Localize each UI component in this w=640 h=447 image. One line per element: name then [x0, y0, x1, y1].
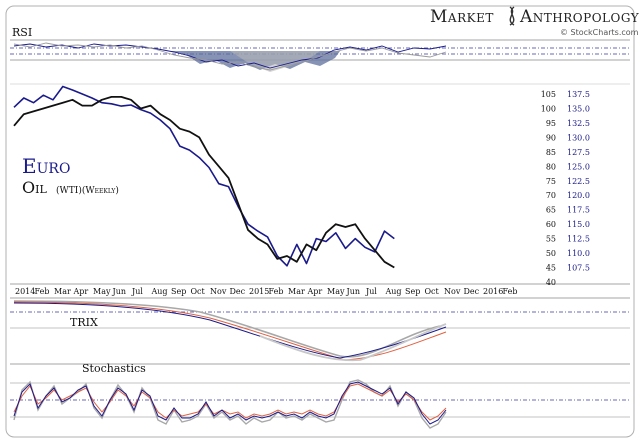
- x-tick-label: Sep: [405, 287, 420, 296]
- y-right-tick-label: 127.5: [567, 148, 590, 157]
- brand-right: Anthropology: [519, 7, 640, 27]
- y-left-tick-label: 75: [546, 177, 556, 186]
- source-label: © StockCharts.com: [560, 28, 639, 37]
- series-lines: [13, 85, 395, 269]
- x-ticks: 2014 Feb Mar Apr May Jun Jul Aug Sep Oct Nov Dec 201…: [15, 287, 517, 296]
- trix-panel: TRIX: [10, 300, 630, 365]
- trix-gray-line: [13, 300, 441, 358]
- x-tick-label: Oct: [191, 287, 206, 296]
- y-right-tick-label: 122.5: [567, 177, 590, 186]
- x-tick-label: Jul: [131, 287, 143, 296]
- x-tick-label: Mar: [54, 287, 71, 296]
- trix-label: TRIX: [70, 316, 98, 329]
- x-tick-label: Dec: [464, 287, 480, 296]
- stoch-red: [13, 383, 447, 421]
- y-left-tick-label: 50: [546, 249, 556, 258]
- euro-label: Euro: [22, 154, 70, 178]
- rsi-panel: RSI: [10, 26, 630, 72]
- x-tick-label: 2016: [483, 287, 503, 296]
- y-left-ticks: 40 45 50 55 60 65 70 75 80 85 90 95 100 105: [541, 90, 556, 287]
- y-left-tick-label: 85: [546, 148, 556, 157]
- x-tick-label: Sep: [171, 287, 186, 296]
- y-right-tick-label: 112.5: [567, 235, 590, 244]
- x-tick-label: Feb: [503, 287, 518, 296]
- y-left-tick-label: 100: [541, 104, 556, 113]
- x-tick-label: May: [93, 287, 111, 296]
- y-right-tick-label: 115.0: [567, 220, 590, 229]
- y-right-ticks: 107.5 110.0 112.5 115.0 117.5 120.0 122.5 125.0…: [567, 90, 590, 273]
- x-tick-label: 2015: [249, 287, 269, 296]
- y-right-tick-label: 132.5: [567, 119, 590, 128]
- oil-label: Oil: [22, 178, 47, 197]
- y-left-tick-label: 55: [546, 235, 556, 244]
- outer-frame: [5, 5, 635, 438]
- y-left-tick-label: 80: [546, 162, 556, 171]
- y-right-tick-label: 107.5: [567, 264, 590, 273]
- x-tick-label: Nov: [210, 287, 227, 296]
- x-tick-label: Feb: [269, 287, 284, 296]
- x-tick-label: Aug: [385, 287, 402, 296]
- trix-blue-line: [13, 302, 447, 359]
- x-tick-label: Feb: [35, 287, 50, 296]
- brand-left: Market: [430, 7, 494, 27]
- series-line-euro: [13, 85, 395, 267]
- x-tick-label: 2014: [15, 287, 35, 296]
- y-right-tick-label: 117.5: [567, 206, 590, 215]
- y-right-tick-label: 120.0: [567, 191, 590, 200]
- trix-red-line: [13, 301, 447, 361]
- rsi-line-oil: [13, 42, 447, 71]
- x-tick-label: Aug: [151, 287, 168, 296]
- stoch-blue: [13, 381, 447, 425]
- x-tick-label: Dec: [230, 287, 246, 296]
- y-left-tick-label: 60: [546, 220, 556, 229]
- series-line-oil: [13, 96, 395, 269]
- x-tick-label: Oct: [425, 287, 440, 296]
- y-left-tick-label: 90: [546, 133, 556, 142]
- x-tick-label: Jul: [365, 287, 377, 296]
- x-tick-label: Jun: [346, 287, 361, 296]
- y-right-tick-label: 135.0: [567, 104, 590, 113]
- stochastics-panel: Stochastics: [10, 362, 630, 429]
- y-right-tick-label: 125.0: [567, 162, 590, 171]
- y-left-tick-label: 95: [546, 119, 556, 128]
- rsi-label: RSI: [12, 26, 32, 39]
- y-left-tick-label: 40: [546, 278, 556, 287]
- y-left-tick-label: 65: [546, 206, 556, 215]
- y-right-tick-label: 130.0: [567, 133, 590, 142]
- stochastics-label: Stochastics: [82, 362, 146, 375]
- x-tick-label: Nov: [444, 287, 461, 296]
- trix-gray-line-2: [259, 323, 447, 362]
- x-tick-label: Mar: [288, 287, 305, 296]
- y-left-tick-label: 105: [541, 90, 556, 99]
- oil-sub-label: (WTI)(Weekly): [56, 185, 119, 196]
- y-right-tick-label: 110.0: [567, 249, 590, 258]
- dna-logo-icon: [509, 6, 515, 26]
- y-left-tick-label: 70: [546, 191, 556, 200]
- x-tick-label: Jun: [112, 287, 127, 296]
- y-right-tick-label: 137.5: [567, 90, 590, 99]
- x-tick-label: May: [327, 287, 345, 296]
- rsi-fill-gray: [230, 51, 320, 72]
- x-tick-label: Apr: [73, 287, 89, 296]
- x-tick-label: Apr: [307, 287, 323, 296]
- y-left-tick-label: 45: [546, 264, 556, 273]
